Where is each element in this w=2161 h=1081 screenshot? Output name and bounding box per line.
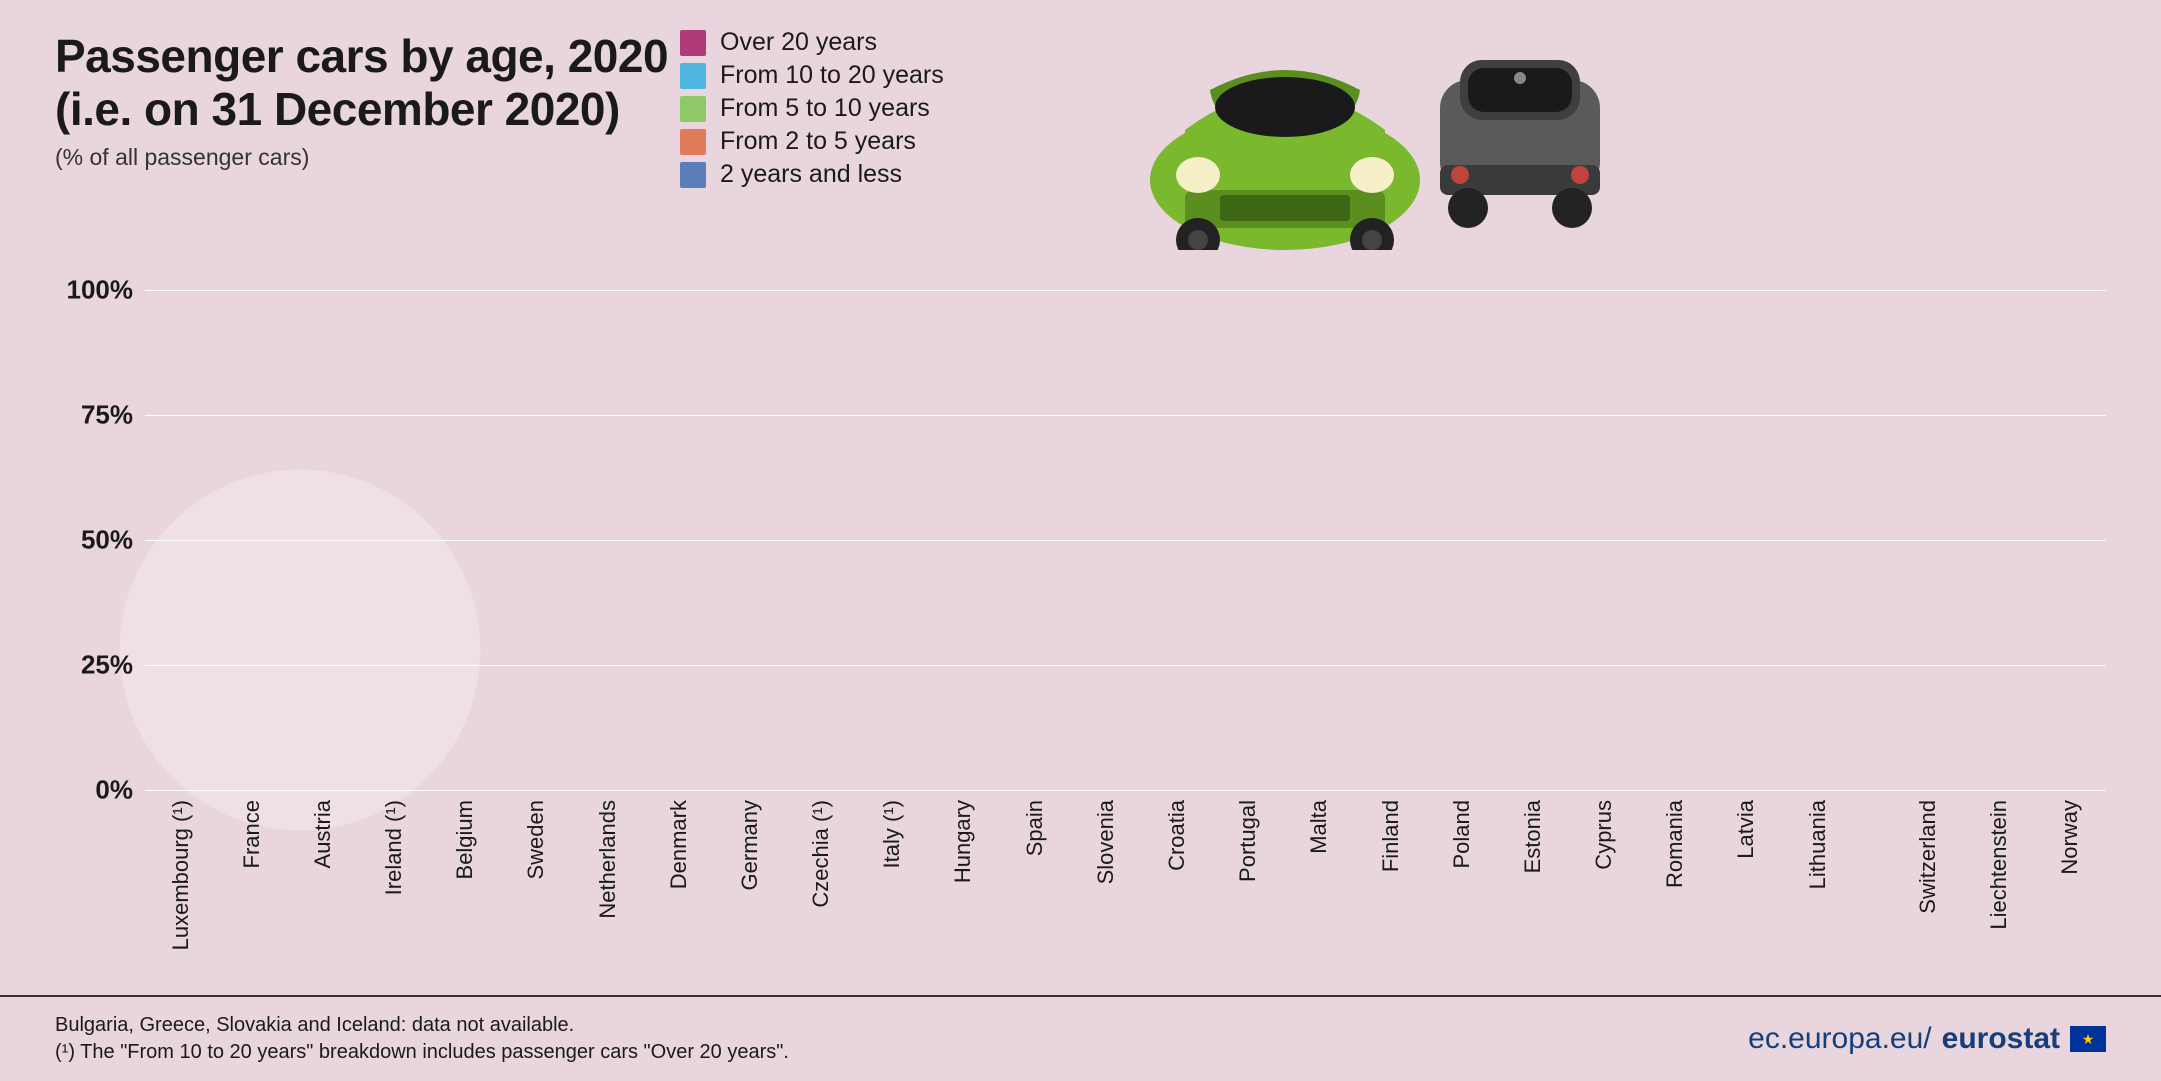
legend-label: From 2 to 5 years	[720, 127, 916, 156]
y-tick: 75%	[81, 400, 133, 431]
legend-label: From 5 to 10 years	[720, 94, 930, 123]
legend-label: 2 years and less	[720, 160, 902, 189]
title-line-1: Passenger cars by age, 2020	[55, 30, 668, 82]
footnote-1: Bulgaria, Greece, Slovakia and Iceland: …	[55, 1012, 789, 1039]
x-label-text: Switzerland	[1915, 800, 1941, 914]
x-label: Belgium	[430, 800, 501, 980]
x-label-text: Norway	[2057, 800, 2083, 875]
x-label: Switzerland	[1892, 800, 1963, 980]
x-label: Cyprus	[1568, 800, 1639, 980]
x-label-text: Austria	[310, 800, 336, 868]
brand-prefix: ec.europa.eu/	[1748, 1022, 1931, 1056]
x-label-text: Finland	[1378, 800, 1404, 872]
x-label: Ireland (¹)	[359, 800, 430, 980]
x-label: Luxembourg (¹)	[145, 800, 216, 980]
chart-header: Passenger cars by age, 2020 (i.e. on 31 …	[55, 30, 668, 171]
eurostat-brand: ec.europa.eu/eurostat ★	[1748, 1022, 2106, 1056]
label-gap	[1853, 800, 1892, 980]
legend-swatch	[680, 96, 706, 122]
x-label: Liechtenstein	[1963, 800, 2034, 980]
legend-swatch	[680, 63, 706, 89]
gridline	[145, 790, 2106, 791]
x-label: Sweden	[501, 800, 572, 980]
x-label: Hungary	[928, 800, 999, 980]
legend-item: From 10 to 20 years	[680, 61, 944, 90]
legend-item: 2 years and less	[680, 160, 944, 189]
x-label-text: Latvia	[1733, 800, 1759, 859]
eu-flag-icon: ★	[2070, 1026, 2106, 1052]
legend-swatch	[680, 129, 706, 155]
x-label: France	[216, 800, 287, 980]
brand-name: eurostat	[1942, 1022, 2060, 1056]
x-label-text: Netherlands	[595, 800, 621, 919]
y-tick: 0%	[95, 775, 133, 806]
x-label: Netherlands	[572, 800, 643, 980]
x-label: Lithuania	[1782, 800, 1853, 980]
footer: Bulgaria, Greece, Slovakia and Iceland: …	[0, 995, 2161, 1081]
x-label: Croatia	[1141, 800, 1212, 980]
y-tick: 100%	[67, 275, 134, 306]
x-label-text: Belgium	[452, 800, 478, 879]
legend: Over 20 years From 10 to 20 years From 5 t…	[680, 28, 944, 193]
y-tick: 25%	[81, 650, 133, 681]
legend-label: Over 20 years	[720, 28, 877, 57]
x-label-text: France	[239, 800, 265, 868]
x-label-text: Estonia	[1520, 800, 1546, 873]
x-label: Romania	[1640, 800, 1711, 980]
plot-area: Luxembourg (¹) France Austria Ireland (¹) Be…	[145, 290, 2106, 980]
x-label: Slovenia	[1070, 800, 1141, 980]
x-label-text: Spain	[1022, 800, 1048, 856]
x-label-text: Germany	[737, 800, 763, 890]
x-label: Poland	[1426, 800, 1497, 980]
title-line-2: (i.e. on 31 December 2020)	[55, 83, 620, 135]
legend-item: Over 20 years	[680, 28, 944, 57]
chart-title: Passenger cars by age, 2020 (i.e. on 31 …	[55, 30, 668, 136]
x-label: Italy (¹)	[857, 800, 928, 980]
x-label-text: Portugal	[1235, 800, 1261, 882]
x-label-text: Hungary	[950, 800, 976, 883]
x-label-text: Luxembourg (¹)	[168, 800, 194, 950]
footnote-2: (¹) The "From 10 to 20 years" breakdown …	[55, 1039, 789, 1066]
x-label-text: Liechtenstein	[1986, 800, 2012, 930]
x-label-text: Slovenia	[1093, 800, 1119, 884]
x-label-text: Italy (¹)	[879, 800, 905, 868]
x-label-text: Cyprus	[1591, 800, 1617, 870]
x-label-text: Romania	[1662, 800, 1688, 888]
x-label: Norway	[2035, 800, 2106, 980]
legend-item: From 2 to 5 years	[680, 127, 944, 156]
x-label-text: Czechia (¹)	[808, 800, 834, 908]
x-label-text: Ireland (¹)	[381, 800, 407, 895]
chart-subtitle: (% of all passenger cars)	[55, 144, 668, 171]
x-label: Portugal	[1213, 800, 1284, 980]
x-label-text: Sweden	[523, 800, 549, 880]
legend-label: From 10 to 20 years	[720, 61, 944, 90]
x-label: Latvia	[1711, 800, 1782, 980]
x-label: Estonia	[1497, 800, 1568, 980]
x-label-text: Poland	[1449, 800, 1475, 869]
x-label-text: Malta	[1306, 800, 1332, 854]
car-illustration	[1130, 20, 1630, 250]
x-label: Finland	[1355, 800, 1426, 980]
bars-container	[145, 290, 2106, 790]
legend-swatch	[680, 162, 706, 188]
x-axis-labels: Luxembourg (¹) France Austria Ireland (¹) Be…	[145, 800, 2106, 980]
x-label: Czechia (¹)	[786, 800, 857, 980]
y-tick: 50%	[81, 525, 133, 556]
legend-item: From 5 to 10 years	[680, 94, 944, 123]
x-label: Denmark	[643, 800, 714, 980]
footnotes: Bulgaria, Greece, Slovakia and Iceland: …	[55, 1012, 789, 1066]
x-label: Spain	[999, 800, 1070, 980]
x-label: Austria	[287, 800, 358, 980]
y-axis: 0%25%50%75%100%	[55, 290, 145, 790]
x-label-text: Croatia	[1164, 800, 1190, 871]
legend-swatch	[680, 30, 706, 56]
x-label-text: Denmark	[666, 800, 692, 889]
x-label: Germany	[714, 800, 785, 980]
stacked-bar-chart: 0%25%50%75%100% Luxembourg (¹)FranceAust…	[55, 290, 2106, 980]
x-label: Malta	[1284, 800, 1355, 980]
x-label-text: Lithuania	[1805, 800, 1831, 889]
